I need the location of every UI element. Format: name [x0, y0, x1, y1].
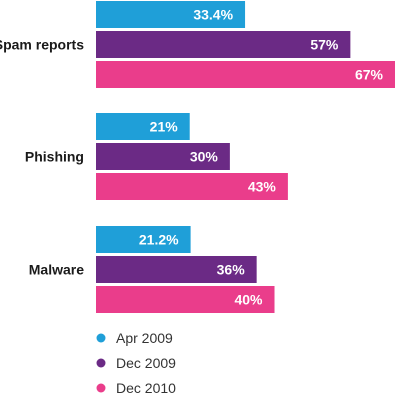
value-label-malware-dec-2009: 36%: [217, 262, 246, 278]
bars: 33.4% 57% 67% 21% 30% 43% 21.2% 36% 40%: [96, 1, 395, 313]
value-label-phishing-dec-2009: 30%: [190, 149, 219, 165]
category-label-phishing: Phishing: [25, 149, 84, 165]
bar-spam-reports-dec-2010: [96, 61, 395, 88]
legend: Apr 2009 Dec 2009 Dec 2010: [96, 330, 176, 396]
bar-phishing-apr-2009: [96, 113, 190, 140]
legend-label-apr-2009: Apr 2009: [116, 330, 173, 346]
bar-malware-dec-2010: [96, 286, 275, 313]
value-label-phishing-dec-2010: 43%: [248, 179, 277, 195]
value-label-malware-dec-2010: 40%: [234, 292, 263, 308]
bar-malware-dec-2009: [96, 256, 257, 283]
value-label-spam-reports-dec-2010: 67%: [355, 67, 384, 83]
legend-label-dec-2010: Dec 2010: [116, 380, 176, 396]
value-label-malware-apr-2009: 21.2%: [139, 232, 179, 248]
bar-spam-reports-dec-2009: [96, 31, 351, 58]
bar-malware-apr-2009: [96, 226, 191, 253]
legend-swatch-dec-2010: [96, 383, 106, 393]
category-labels: Spam reports Phishing Malware: [0, 37, 84, 278]
bar-phishing-dec-2009: [96, 143, 230, 170]
legend-swatch-apr-2009: [96, 333, 106, 343]
bar-phishing-dec-2010: [96, 173, 288, 200]
legend-label-dec-2009: Dec 2009: [116, 355, 176, 371]
category-label-spam-reports: Spam reports: [0, 37, 84, 53]
value-label-phishing-apr-2009: 21%: [150, 119, 179, 135]
category-label-malware: Malware: [29, 262, 84, 278]
value-label-spam-reports-dec-2009: 57%: [310, 37, 339, 53]
bar-spam-reports-apr-2009: [96, 1, 246, 28]
legend-swatch-dec-2009: [96, 358, 106, 368]
value-label-spam-reports-apr-2009: 33.4%: [193, 7, 233, 23]
